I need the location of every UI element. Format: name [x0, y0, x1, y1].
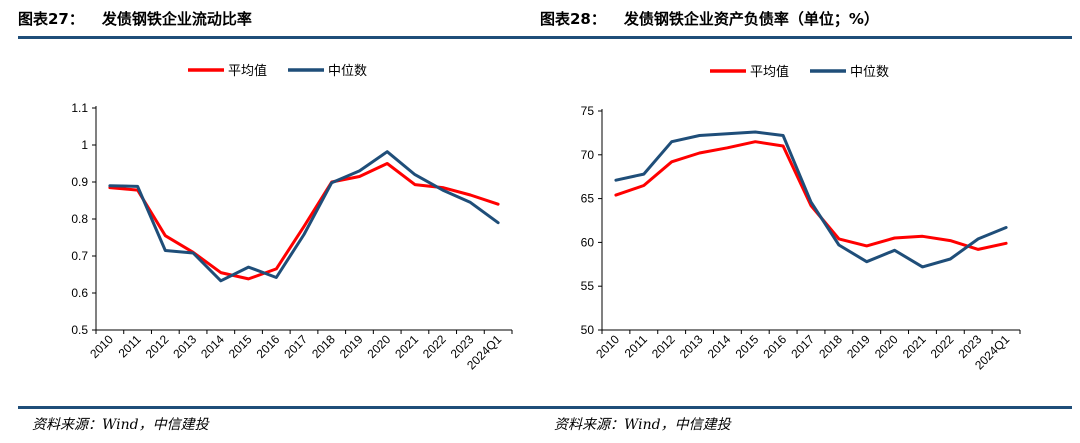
- x-tick-label: 2016: [254, 332, 283, 361]
- panel-figure-28: 图表28： 发债钢铁企业资产负债率（单位；%） 平均值 中位数 50 55 60 65 70…: [540, 0, 1072, 443]
- series-line-mean: [614, 140, 1008, 251]
- legend: 平均值 中位数: [188, 63, 367, 78]
- y-axis: 50 55 60 65 70 75: [581, 104, 603, 337]
- legend-item: 平均值: [188, 63, 267, 78]
- x-tick-label: 2015: [226, 332, 255, 361]
- series-line-median: [108, 150, 500, 283]
- title-divider: [18, 36, 550, 39]
- figure-number: 图表27：: [18, 9, 84, 28]
- legend-item: 中位数: [810, 64, 889, 79]
- x-tick-label: 2013: [170, 332, 199, 361]
- legend-label: 中位数: [328, 63, 367, 78]
- x-tick-label: 2016: [760, 332, 789, 361]
- figure-title: 图表27： 发债钢铁企业流动比率: [18, 4, 550, 32]
- x-tick-label: 2022: [420, 332, 449, 361]
- source-note: 资料来源：Wind，中信建投: [554, 417, 731, 433]
- x-tick-label: 2020: [872, 332, 901, 361]
- x-tick-label: 2019: [844, 332, 873, 361]
- x-tick-label: 2020: [365, 332, 394, 361]
- y-tick-label: 65: [581, 192, 595, 206]
- source-note: 资料来源：Wind，中信建投: [32, 417, 209, 433]
- x-tick-label: 2013: [677, 332, 706, 361]
- legend-item: 中位数: [288, 63, 367, 78]
- legend-label: 平均值: [228, 63, 267, 78]
- x-tick-label: 2011: [622, 332, 650, 360]
- x-tick-label: 2012: [143, 332, 172, 361]
- y-tick-label: 50: [581, 323, 595, 337]
- x-tick-label: 2019: [337, 332, 366, 361]
- x-tick-label: 2021: [392, 332, 421, 361]
- figure-title: 图表28： 发债钢铁企业资产负债率（单位；%）: [540, 4, 1072, 32]
- legend-label: 中位数: [850, 64, 889, 79]
- y-tick-label: 1.1: [71, 101, 88, 115]
- figure-number: 图表28：: [540, 9, 606, 28]
- y-axis: 0.5 0.6 0.7 0.8 0.9 1 1.1: [71, 101, 97, 337]
- x-tick-label: 2017: [281, 332, 310, 361]
- x-tick-label: 2010: [87, 332, 116, 361]
- y-tick-label: 0.6: [71, 286, 88, 300]
- x-tick-label: 2015: [733, 332, 762, 361]
- x-tick-label: 2011: [116, 332, 144, 360]
- x-tick-label: 2014: [705, 332, 734, 361]
- legend-label: 平均值: [750, 64, 789, 79]
- bottom-divider: [540, 406, 1072, 409]
- series-line-mean: [108, 162, 500, 281]
- y-tick-label: 55: [581, 279, 595, 293]
- y-tick-label: 0.5: [71, 323, 88, 337]
- panel-figure-27: 图表27： 发债钢铁企业流动比率 平均值 中位数 0.5 0.6 0.7 0.8 0.9 1 1…: [18, 0, 550, 443]
- y-tick-label: 60: [581, 235, 595, 249]
- series-line-median: [614, 130, 1008, 269]
- x-tick-label: 2018: [309, 332, 338, 361]
- y-tick-label: 0.9: [71, 175, 88, 189]
- figure-caption: 发债钢铁企业流动比率: [101, 9, 252, 28]
- legend: 平均值 中位数: [710, 64, 889, 79]
- figure-caption: 发债钢铁企业资产负债率（单位；%）: [623, 9, 879, 28]
- title-divider: [540, 36, 1072, 39]
- y-tick-label: 0.7: [71, 249, 88, 263]
- x-tick-label: 2021: [900, 332, 929, 361]
- x-tick-label: 2014: [198, 332, 227, 361]
- x-tick-label: 2022: [928, 332, 957, 361]
- legend-item: 平均值: [710, 64, 789, 79]
- x-tick-label: 2012: [649, 332, 678, 361]
- y-tick-label: 0.8: [71, 212, 88, 226]
- y-tick-label: 1: [81, 138, 88, 152]
- y-tick-label: 75: [581, 104, 595, 118]
- x-tick-label: 2010: [593, 332, 622, 361]
- bottom-divider: [18, 406, 550, 409]
- y-tick-label: 70: [581, 148, 595, 162]
- x-tick-label: 2018: [816, 332, 845, 361]
- x-tick-label: 2017: [788, 332, 817, 361]
